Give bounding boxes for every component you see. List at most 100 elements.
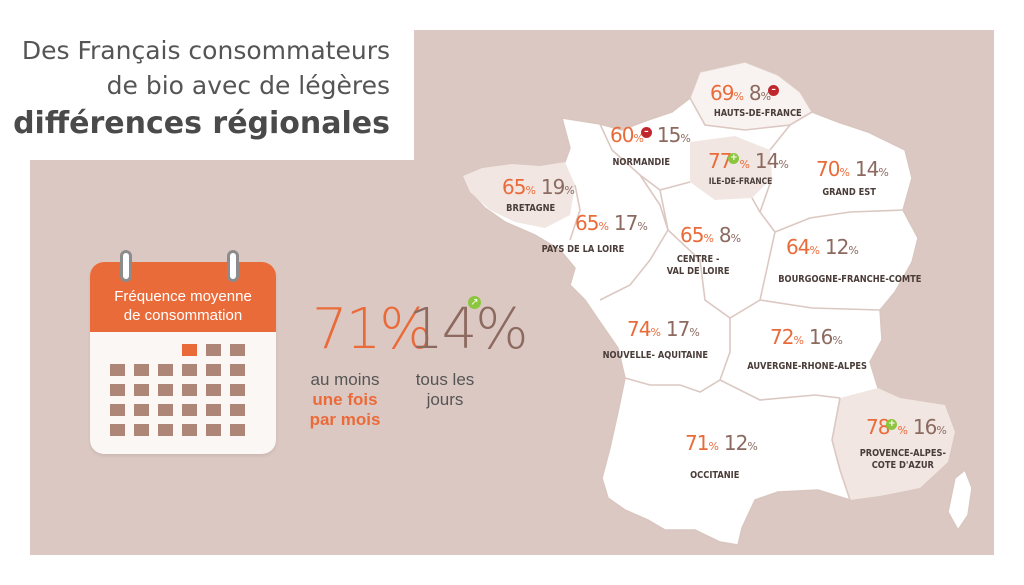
bfc-daily: 12 xyxy=(824,235,849,259)
calendar-day xyxy=(230,404,245,416)
region-name-bretagne: BRETAGNE xyxy=(506,203,556,214)
calendar-day xyxy=(206,384,221,396)
region-name-grand-est: GRAND EST xyxy=(822,187,876,198)
region-name-centre-val-de-loire: CENTRE - VAL DE LOIRE xyxy=(667,254,730,278)
idf-daily-unit: % xyxy=(778,158,789,171)
na-monthly: 74 xyxy=(627,317,651,341)
calendar-day xyxy=(110,364,125,376)
region-name-normandie: NORMANDIE xyxy=(612,157,671,168)
trend-up-icon: ↗ xyxy=(468,296,481,309)
bfc-daily-unit: % xyxy=(848,244,859,257)
hdf-monthly: 69 xyxy=(710,81,734,105)
region-value-auvergne-rhone-alpes: 72% 16% xyxy=(770,326,843,352)
stat-daily-caption-line-2: jours xyxy=(426,390,464,409)
normandie-daily: 15 xyxy=(656,123,681,147)
hdf-daily: 8 xyxy=(748,81,762,105)
stat-monthly-caption-line-3: par mois xyxy=(309,410,381,429)
stat-daily-value: 14% xyxy=(408,297,528,362)
calendar-day xyxy=(134,424,149,436)
bretagne-daily-unit: % xyxy=(564,184,575,197)
paca-name-line-2: COTE D'AZUR xyxy=(871,460,934,471)
ara-daily: 16 xyxy=(808,325,833,349)
paca-daily-unit: % xyxy=(936,424,947,437)
calendar-day xyxy=(206,404,221,416)
na-daily-unit: % xyxy=(689,326,700,339)
cvl-daily: 8 xyxy=(718,223,732,247)
pdl-daily-unit: % xyxy=(637,220,648,233)
region-value-bretagne: 65% 19% xyxy=(502,176,575,202)
title-box: Des Français consommateurs de bio avec d… xyxy=(13,26,414,160)
occitanie-monthly-unit: % xyxy=(708,440,719,453)
stat-monthly-value: 71% xyxy=(312,297,432,362)
calendar-day xyxy=(182,384,197,396)
region-value-grand-est: 70% 14% xyxy=(816,158,889,184)
region-value-paca: 78+% 16% xyxy=(866,416,947,442)
grand-est-daily-unit: % xyxy=(878,166,889,179)
normandie-monthly: 60 xyxy=(610,123,634,147)
ara-monthly-unit: % xyxy=(793,334,804,347)
calendar-day xyxy=(134,384,149,396)
bretagne-monthly: 65 xyxy=(502,175,526,199)
bretagne-daily: 19 xyxy=(540,175,565,199)
title-line-1: Des Français consommateurs xyxy=(21,36,390,65)
cvl-monthly: 65 xyxy=(680,223,704,247)
calendar-day xyxy=(158,404,173,416)
calendar-day xyxy=(110,404,125,416)
calendar-day xyxy=(158,424,173,436)
title-line-3: différences régionales xyxy=(13,106,390,141)
trend-down-icon: – xyxy=(640,127,652,139)
calendar-day xyxy=(206,344,221,356)
stat-monthly-caption-line-2: une fois xyxy=(312,390,378,409)
na-daily: 17 xyxy=(665,317,690,341)
bfc-monthly-unit: % xyxy=(809,244,820,257)
hdf-daily-unit: % xyxy=(760,90,772,103)
region-value-hauts-de-france: 69% 8%– xyxy=(710,81,780,108)
grand-est-monthly: 70 xyxy=(816,157,840,181)
idf-monthly: 77 xyxy=(708,149,732,173)
stat-daily-caption-line-1: tous les xyxy=(415,370,475,389)
bretagne-area xyxy=(463,162,575,228)
calendar-ring-left xyxy=(120,250,132,282)
region-value-nouvelle-aquitaine: 74% 17% xyxy=(627,318,700,344)
trend-down-icon: – xyxy=(768,85,780,97)
occitanie-daily-unit: % xyxy=(747,440,758,453)
ile-de-france-area xyxy=(690,136,772,200)
occitanie-daily: 12 xyxy=(723,431,748,455)
region-value-normandie: 60%– 15% xyxy=(610,124,691,150)
grand-est-monthly-unit: % xyxy=(839,166,850,179)
calendar-caption-line-2: de consommation xyxy=(123,307,243,324)
region-name-auvergne-rhone-alpes: AUVERGNE-RHONE-ALPES xyxy=(747,361,868,372)
region-value-occitanie: 71% 12% xyxy=(685,432,758,458)
pdl-monthly: 65 xyxy=(575,211,599,235)
calendar-day xyxy=(134,404,149,416)
region-name-ile-de-france: ILE-DE-FRANCE xyxy=(708,177,773,187)
calendar-day xyxy=(182,424,197,436)
hauts-de-france-area xyxy=(690,62,812,130)
paca-monthly-unit: % xyxy=(897,424,908,437)
calendar-day xyxy=(206,364,221,376)
corsica-outline xyxy=(947,468,973,532)
region-value-ile-de-france: 77+% 14% xyxy=(708,150,789,176)
calendar-day xyxy=(158,364,173,376)
paca-name-line-1: PROVENCE-ALPES- xyxy=(859,448,946,459)
calendar-day xyxy=(230,424,245,436)
normandie-monthly-unit: % xyxy=(633,132,644,145)
calendar-caption-line-1: Fréquence moyenne xyxy=(114,288,252,305)
paca-monthly: 78 xyxy=(866,415,890,439)
cvl-name-line-2: VAL DE LOIRE xyxy=(666,266,730,277)
cvl-monthly-unit: % xyxy=(703,232,714,245)
calendar-day xyxy=(230,364,245,376)
ara-daily-unit: % xyxy=(832,334,843,347)
hdf-monthly-unit: % xyxy=(733,90,744,103)
trend-up-icon: + xyxy=(728,153,740,165)
calendar-day xyxy=(230,344,245,356)
calendar-ring-right xyxy=(227,250,239,282)
calendar-day xyxy=(182,404,197,416)
region-name-pays-de-la-loire: PAYS DE LA LOIRE xyxy=(541,244,625,255)
stat-monthly-caption-line-1: au moins xyxy=(310,370,380,389)
pdl-daily: 17 xyxy=(613,211,638,235)
occitanie-monthly: 71 xyxy=(685,431,709,455)
normandie-daily-unit: % xyxy=(680,132,691,145)
